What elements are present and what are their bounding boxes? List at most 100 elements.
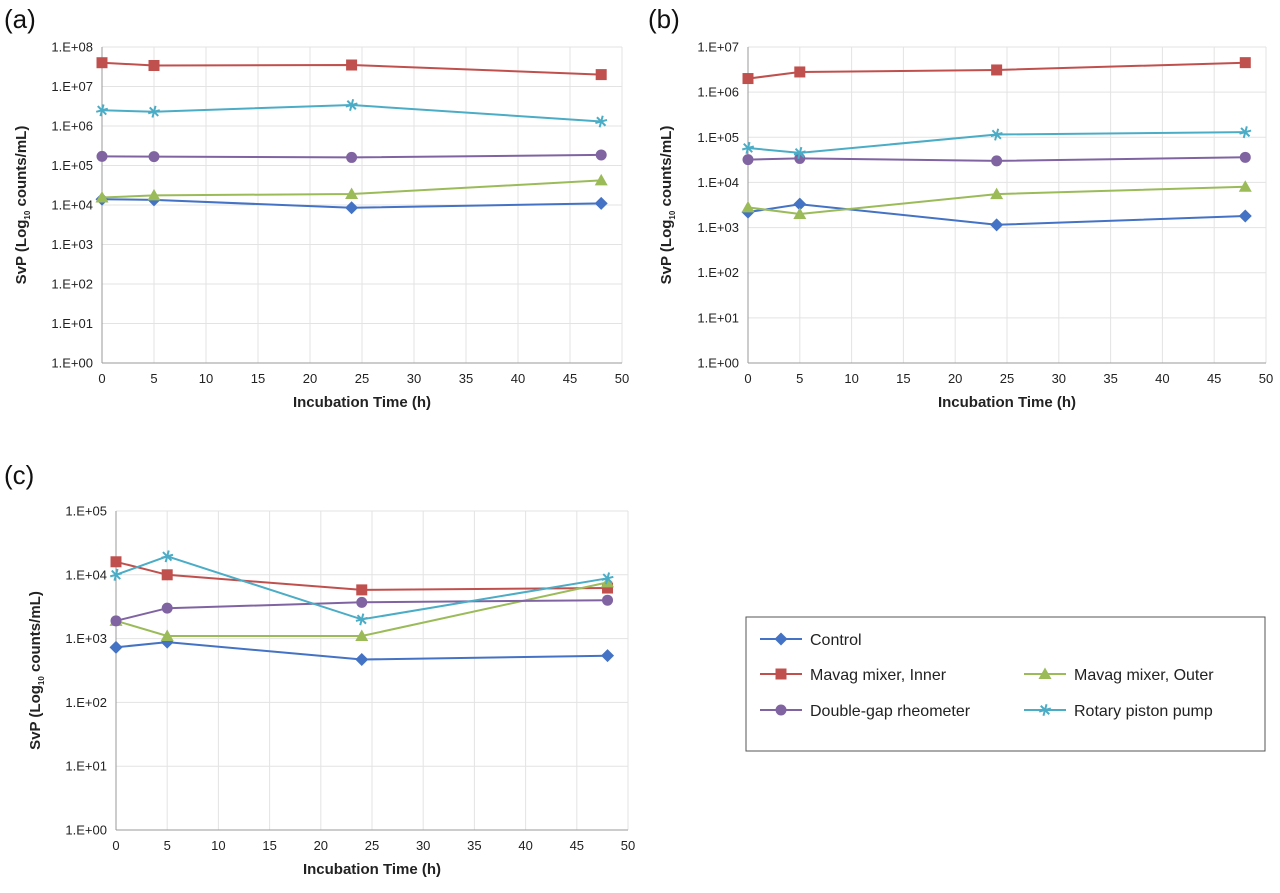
legend-entry-double-gap-rheometer: Double-gap rheometer [760,703,971,720]
series-line-mavag-mixer-outer [747,185,1246,216]
data-point-control [601,649,615,663]
data-point-control [345,201,359,215]
x-tick-label: 35 [459,371,473,386]
series-line-double-gap-rheometer [115,599,608,622]
panel-label: (c) [4,460,34,490]
y-tick-label: 1.E+05 [65,504,107,519]
series-line-mavag-mixer-inner [747,61,1246,80]
chart-panel-a: (a) 1.E+00 1.E+01 1.E+02 1.E+03 1.E+04 1.E+05 1… [4,4,629,411]
data-point-mavag-mixer-outer [1238,180,1252,192]
series-line-mavag-mixer-inner [115,560,608,591]
data-point-control [109,640,123,654]
y-tick-label: 1.E+04 [51,198,93,213]
data-point-mavag-mixer-inner [96,57,108,69]
data-point-rotary-piston-pump [161,550,174,563]
x-tick-label: 15 [262,838,276,853]
y-tick-label: 1.E+03 [65,631,107,646]
series-control [109,635,615,667]
y-axis-title: SvP (Log10 counts/mL) [13,126,32,285]
x-axis-title: Incubation Time (h) [938,394,1076,411]
x-tick-label: 50 [615,371,629,386]
series-rotary-piston-pump [95,98,608,128]
data-point-rotary-piston-pump [1239,126,1252,139]
y-tick-label: 1.E+00 [65,823,107,838]
data-point-control [793,197,807,211]
x-tick-label: 35 [1103,371,1117,386]
x-tick-label: 10 [199,371,213,386]
data-point-mavag-mixer-outer [345,187,359,199]
data-point-rotary-piston-pump [741,141,755,155]
panel-label: (b) [648,4,680,34]
x-tick-label: 0 [744,371,751,386]
legend-label: Double-gap rheometer [810,703,971,720]
data-point-mavag-mixer-outer [147,188,161,201]
legend-label: Mavag mixer, Outer [1074,667,1214,684]
legend-entry-rotary-piston-pump: Rotary piston pump [1024,703,1213,720]
data-point-double-gap-rheometer [96,150,108,162]
y-tick-label: 1.E+07 [51,79,93,94]
data-point-rotary-piston-pump [345,98,358,112]
y-axis-title: SvP (Log10 counts/mL) [27,591,46,750]
x-tick-label: 0 [98,371,105,386]
data-point-double-gap-rheometer [991,155,1003,167]
data-point-double-gap-rheometer [595,149,607,161]
data-point-rotary-piston-pump [595,115,608,128]
data-point-rotary-piston-pump [109,568,123,581]
x-axis-title: Incubation Time (h) [303,861,441,878]
x-tick-label: 25 [365,838,379,853]
x-tick-label: 5 [150,371,157,386]
series-line-mavag-mixer-outer [115,581,608,637]
legend-entry-mavag-mixer-inner: Mavag mixer, Inner [760,667,947,684]
series-mavag-mixer-inner [96,57,607,81]
y-tick-label: 1.E+06 [51,119,93,134]
y-tick-label: 1.E+07 [697,40,739,55]
series-mavag-mixer-outer [741,180,1252,219]
x-tick-label: 30 [416,838,430,853]
series-line-mavag-mixer-outer [101,179,602,199]
data-point-double-gap-rheometer [1239,151,1251,163]
data-point-control [594,196,608,210]
series-double-gap-rheometer [96,149,607,163]
y-tick-label: 1.E+01 [65,759,107,774]
y-tick-label: 1.E+08 [51,40,93,55]
x-tick-label: 30 [1052,371,1066,386]
data-point-mavag-mixer-outer [741,200,755,213]
y-tick-label: 1.E+05 [697,130,739,145]
data-point-mavag-mixer-inner [148,60,160,72]
y-tick-label: 1.E+03 [51,237,93,252]
legend-entry-control: Control [760,632,862,649]
data-point-mavag-mixer-inner [595,69,607,81]
y-tick-label: 1.E+02 [51,277,93,292]
data-point-mavag-mixer-inner [991,64,1003,76]
data-point-double-gap-rheometer [602,594,614,606]
data-point-legend-rotary-piston-pump [1038,703,1052,717]
series-double-gap-rheometer [110,594,614,627]
series-mavag-mixer-inner [742,57,1251,85]
series-rotary-piston-pump [109,550,614,626]
series-double-gap-rheometer [742,151,1251,167]
data-point-legend-double-gap-rheometer [775,704,787,716]
series-line-control [115,641,608,661]
x-tick-label: 0 [112,838,119,853]
series-control [741,197,1252,232]
data-point-rotary-piston-pump [990,128,1003,141]
x-tick-label: 20 [948,371,962,386]
x-tick-label: 40 [511,371,525,386]
legend-entry-mavag-mixer-outer: Mavag mixer, Outer [1024,667,1214,684]
legend: Control Mavag mixer, Inner Mavag mixer, Ou… [745,616,1266,752]
data-point-mavag-mixer-outer [160,629,174,641]
y-tick-label: 1.E+01 [51,316,93,331]
data-point-mavag-mixer-outer [990,187,1004,200]
data-point-mavag-mixer-inner [161,569,173,581]
data-point-legend-mavag-mixer-inner [775,668,787,680]
x-tick-label: 30 [407,371,421,386]
x-tick-label: 5 [796,371,803,386]
data-point-mavag-mixer-inner [110,556,122,568]
data-point-mavag-mixer-inner [742,73,754,85]
chart-panel-c: (c) 1.E+00 1.E+01 1.E+02 1.E+03 1.E+04 1.E+05 0… [4,460,635,878]
series-line-double-gap-rheometer [747,156,1246,162]
y-tick-label: 1.E+04 [65,567,107,582]
legend-label: Rotary piston pump [1074,703,1213,720]
legend-label: Control [810,632,862,649]
data-point-double-gap-rheometer [742,154,754,166]
